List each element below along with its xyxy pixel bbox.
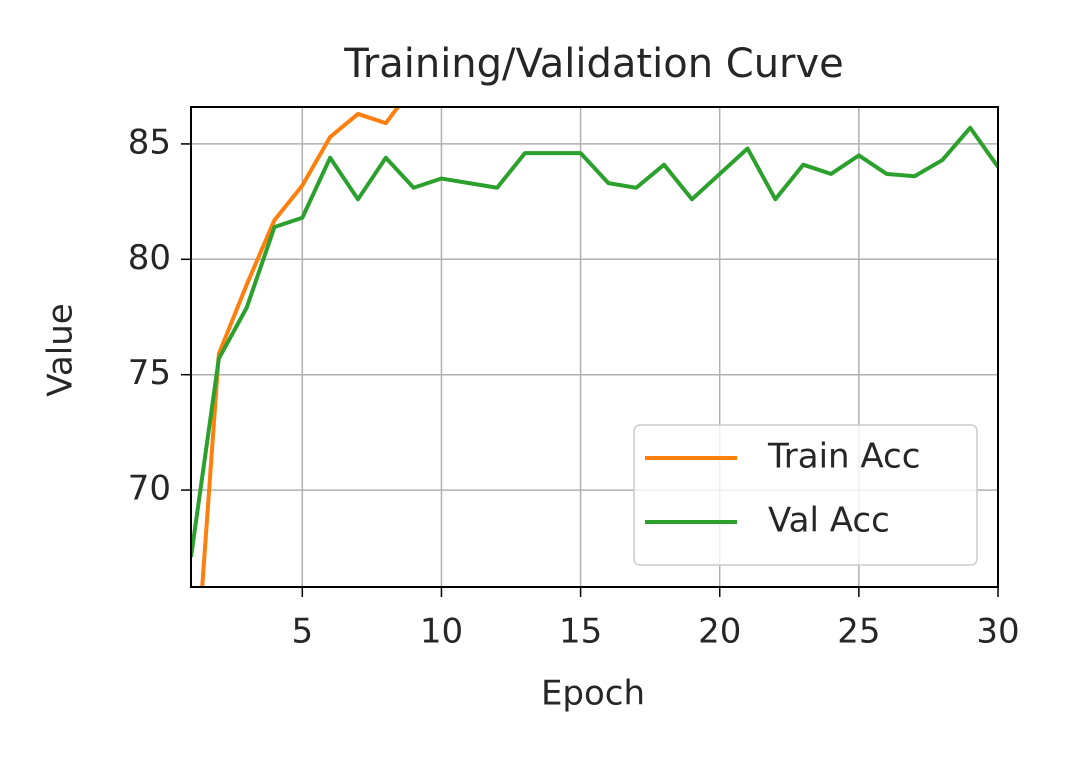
y-tick-label: 85 — [128, 122, 171, 162]
x-tick-label: 30 — [976, 612, 1019, 652]
plot-frame — [190, 106, 999, 588]
line-series — [200, 107, 401, 587]
line-series — [191, 125, 998, 558]
chart-title: Training/Validation Curve — [343, 41, 844, 87]
y-tick-label: 70 — [128, 469, 171, 509]
y-axis-label: Value — [41, 303, 81, 396]
plot-area — [191, 107, 998, 587]
legend-label: Val Acc — [768, 501, 890, 541]
x-tick-label: 10 — [420, 612, 463, 652]
x-tick-label: 5 — [291, 612, 313, 652]
x-axis-label: Epoch — [541, 674, 645, 714]
y-tick-label: 80 — [128, 238, 171, 278]
x-tick-label: 20 — [698, 612, 741, 652]
y-tick-label: 75 — [128, 353, 171, 393]
legend-label: Train Acc — [767, 437, 920, 477]
x-tick-label: 25 — [837, 612, 880, 652]
x-tick-label: 15 — [559, 612, 602, 652]
